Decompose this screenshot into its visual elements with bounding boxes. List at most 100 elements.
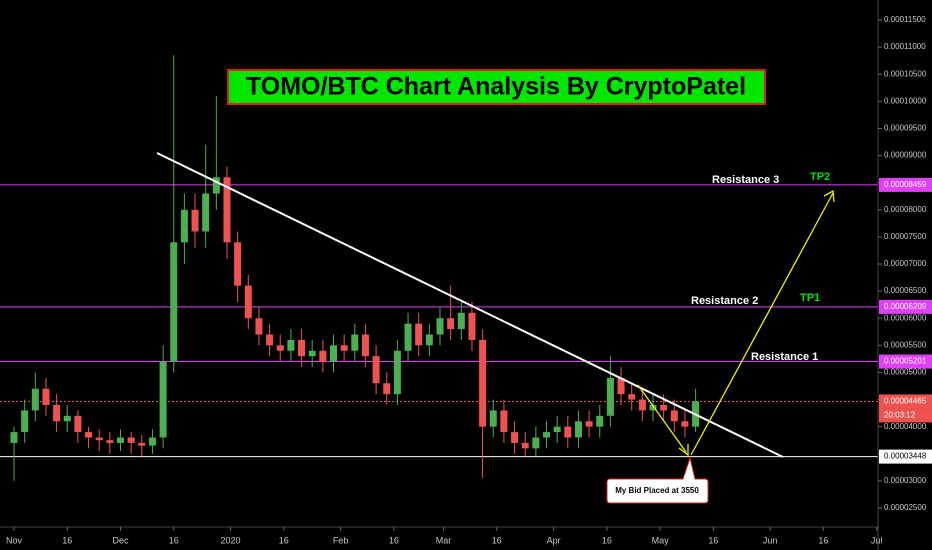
price-tag-label: 0.00005201 — [884, 357, 927, 366]
candle-body — [212, 177, 220, 194]
candle-body — [553, 426, 561, 433]
price-axis — [878, 0, 932, 550]
candle-body — [436, 318, 444, 335]
candle-body — [415, 323, 423, 346]
price-tag-label: 0.00006209 — [884, 302, 927, 311]
candle-body — [425, 334, 433, 346]
candle-body — [670, 410, 678, 422]
title-box — [227, 69, 766, 105]
candle-body — [638, 399, 646, 411]
trend-line — [156, 152, 784, 458]
y-tick-label: 0.00003000 — [884, 476, 927, 485]
candle-body — [53, 404, 61, 422]
candle-body — [287, 339, 295, 351]
candle-body — [628, 394, 636, 400]
candle-body — [468, 312, 476, 340]
x-tick-label: Mar — [436, 535, 452, 545]
candle-body — [564, 426, 572, 438]
candle-body — [330, 345, 337, 362]
candle-body — [202, 193, 210, 232]
x-tick-label: 16 — [279, 535, 289, 545]
candle-body — [244, 285, 252, 319]
candle-body — [191, 209, 199, 232]
candle-body — [617, 377, 625, 395]
y-tick-label: 0.00011000 — [884, 42, 926, 51]
candle-body — [10, 432, 18, 443]
x-tick-label: Feb — [333, 535, 349, 545]
x-tick-label: 16 — [708, 535, 718, 545]
candle-body — [95, 437, 103, 441]
candle-body — [266, 334, 274, 346]
candle-body — [649, 404, 657, 411]
candle-body — [340, 345, 348, 351]
candle-body — [117, 437, 124, 443]
candle-body — [63, 415, 71, 422]
candle-body — [574, 421, 582, 438]
y-tick-label: 0.00004000 — [884, 422, 927, 431]
candle-body — [500, 410, 508, 433]
candle-body — [404, 323, 412, 351]
annotation: TP1 — [800, 292, 820, 304]
x-tick-label: Jun — [763, 535, 778, 545]
candle-body — [457, 312, 465, 330]
candle-body — [234, 242, 242, 286]
price-tag-label: 0.00008459 — [884, 180, 927, 189]
candle-body — [660, 404, 668, 411]
y-tick-label: 0.00009000 — [884, 151, 927, 160]
annotation: Resistance 3 — [712, 174, 779, 186]
candle-body — [606, 377, 614, 416]
candle-body — [21, 410, 29, 433]
y-tick-label: 0.00010000 — [884, 96, 927, 105]
candle-body — [159, 361, 167, 438]
x-tick-label: May — [652, 535, 670, 545]
arrows — [637, 189, 835, 457]
candle-body — [127, 437, 135, 443]
x-tick-label: Nov — [6, 535, 23, 545]
price-tag-label: 0.00003448 — [884, 452, 927, 461]
y-tick-label: 0.00005000 — [884, 368, 927, 377]
x-tick-label: Jul — [871, 535, 883, 545]
y-tick-label: 0.00006000 — [884, 313, 927, 322]
candle-body — [298, 339, 306, 357]
y-tick-label: 0.00008000 — [884, 205, 927, 214]
candle-body — [255, 318, 263, 335]
candle-body — [31, 388, 39, 411]
chart-title: TOMO/BTC Chart Analysis By CryptoPatel — [246, 73, 746, 101]
candle-body — [532, 437, 540, 449]
y-tick-label: 0.00007500 — [884, 232, 927, 241]
callout — [606, 456, 709, 504]
candle-body — [170, 242, 178, 362]
candle-body — [361, 334, 369, 357]
x-tick-label: 16 — [818, 535, 828, 545]
x-tick-label: 16 — [492, 535, 502, 545]
candle-body — [393, 350, 401, 395]
candle-body — [106, 440, 114, 443]
candle-body — [681, 421, 689, 427]
candle-body — [308, 350, 316, 357]
x-tick-label: 16 — [62, 535, 72, 545]
candle-body — [521, 442, 529, 449]
candle-body — [85, 432, 93, 438]
x-tick-label: Apr — [547, 535, 561, 545]
x-tick-label: 16 — [602, 535, 612, 545]
candle-body — [596, 415, 604, 427]
y-tick-label: 0.00007000 — [884, 259, 927, 268]
x-tick-label: 2020 — [221, 535, 241, 545]
candle-body — [42, 388, 50, 405]
annotation: Resistance 2 — [691, 295, 758, 307]
candle-body — [223, 177, 231, 243]
price-tag — [879, 354, 932, 369]
price-tag — [879, 177, 932, 192]
price-tag — [879, 449, 932, 464]
x-tick-label: Dec — [112, 535, 129, 545]
annotation: Resistance 1 — [751, 351, 818, 363]
y-tick-label: 0.00002500 — [884, 503, 927, 512]
candle-body — [383, 383, 391, 395]
candle-body — [372, 356, 380, 384]
candle-body — [511, 432, 519, 443]
price-tag — [879, 299, 932, 314]
candle-body — [543, 432, 550, 438]
candle-body — [74, 415, 82, 433]
countdown: 20:03:12 — [884, 411, 916, 420]
